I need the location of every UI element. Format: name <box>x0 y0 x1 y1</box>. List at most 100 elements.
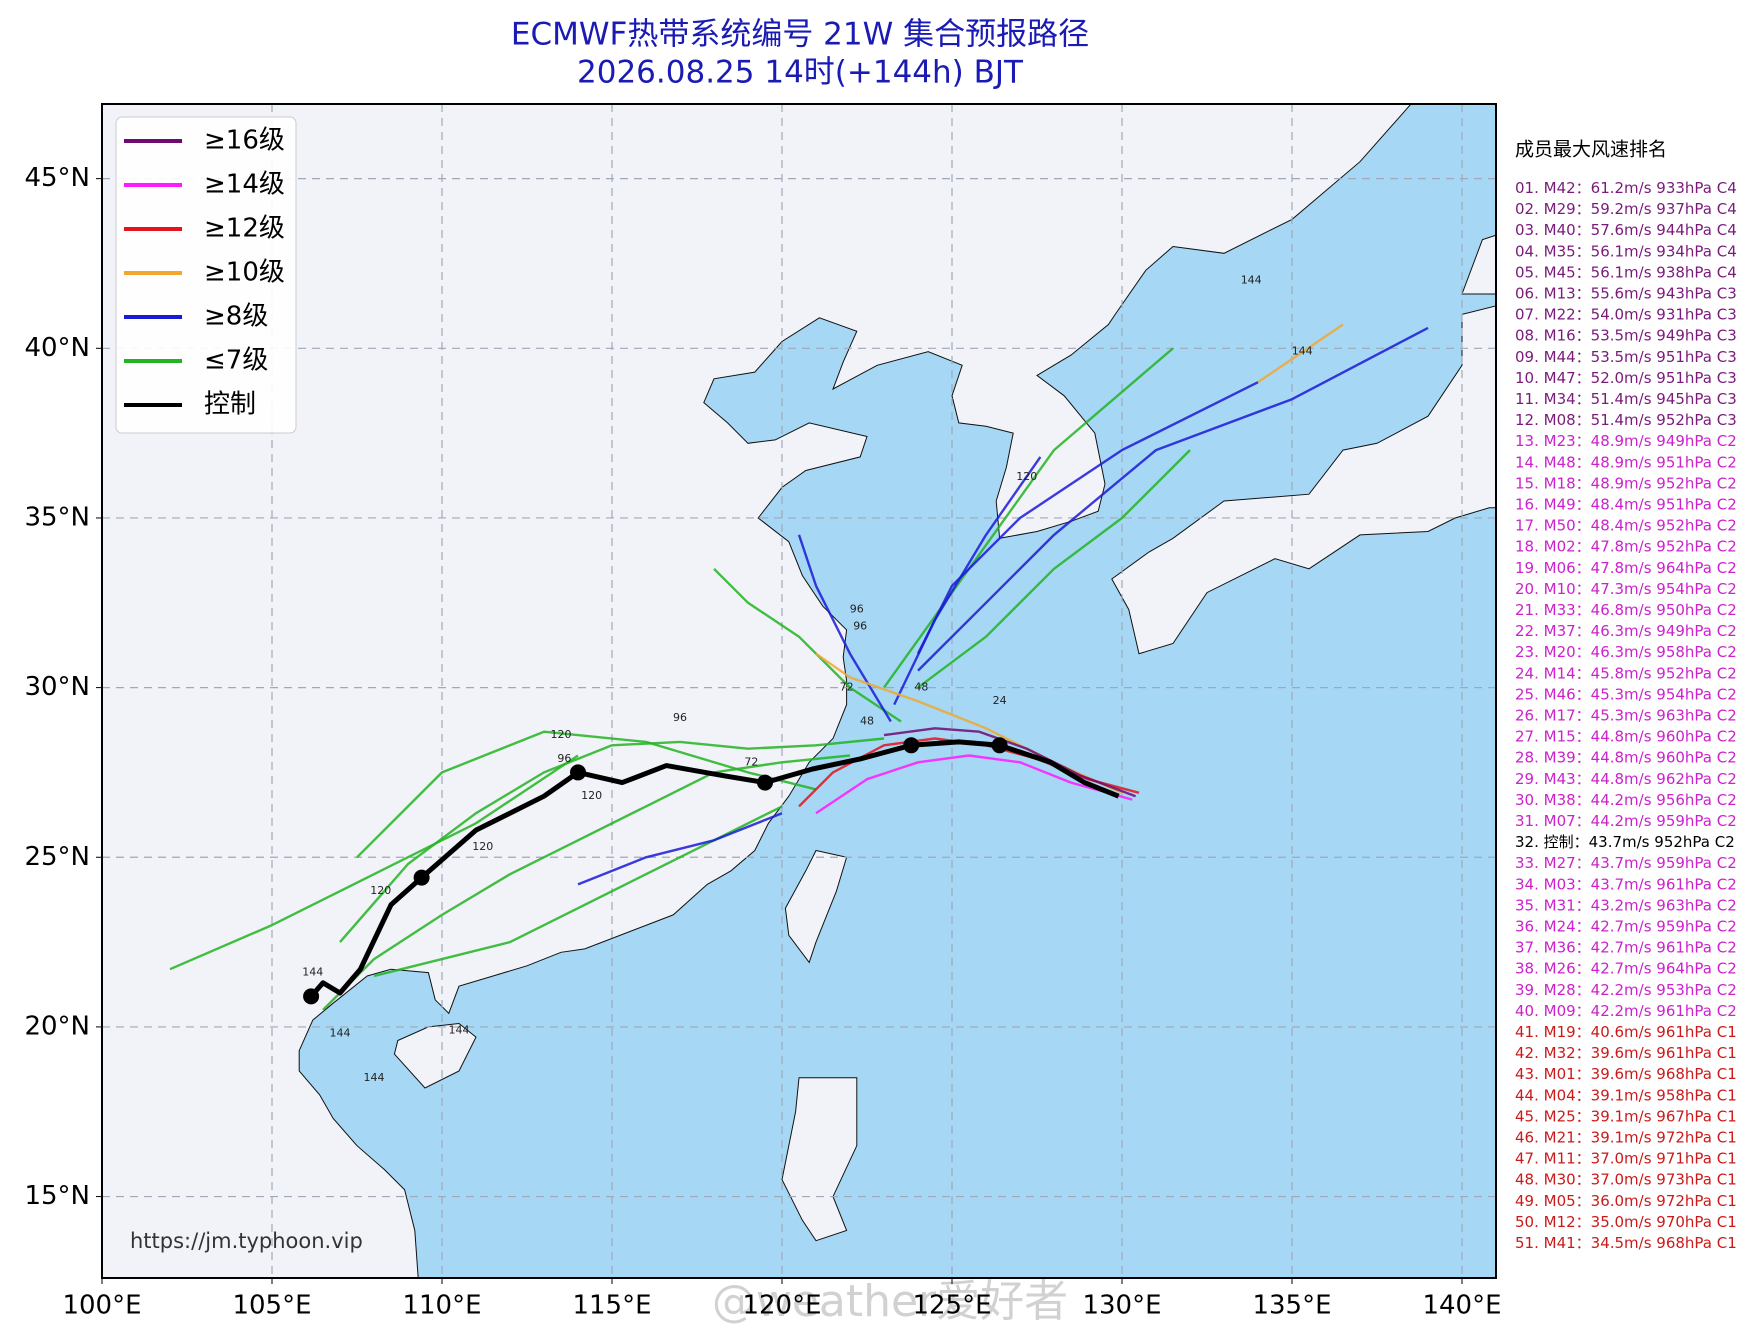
ranking-item: 13. M23：48.9m/s 949hPa C2 <box>1515 432 1737 450</box>
hour-label: 96 <box>673 711 687 724</box>
land <box>393 1022 477 1089</box>
ranking-item: 39. M28：42.2m/s 953hPa C2 <box>1515 981 1737 999</box>
ranking-item: 35. M31：43.2m/s 963hPa C2 <box>1515 896 1737 914</box>
ranking-item: 48. M30：37.0m/s 973hPa C1 <box>1515 1171 1737 1189</box>
ranking-item: 03. M40：57.6m/s 944hPa C4 <box>1515 221 1737 239</box>
ranking-item: 50. M12：35.0m/s 970hPa C1 <box>1515 1213 1737 1231</box>
y-tick-label: 20°N <box>24 1011 90 1041</box>
ranking-item: 42. M32：39.6m/s 961hPa C1 <box>1515 1044 1737 1062</box>
hour-label: 72 <box>840 681 854 694</box>
control-marker <box>303 988 320 1005</box>
hour-label: 48 <box>914 681 928 694</box>
watermark: @weather爱好者 <box>712 1276 1068 1327</box>
ranking-item: 25. M46：45.3m/s 954hPa C2 <box>1515 685 1737 703</box>
y-tick-label: 25°N <box>24 842 90 872</box>
hour-label: 144 <box>1292 345 1313 358</box>
hour-label: 144 <box>364 1071 385 1084</box>
x-tick-label: 135°E <box>1252 1291 1331 1321</box>
ranking-item: 10. M47：52.0m/s 951hPa C3 <box>1515 369 1737 387</box>
ranking-item: 45. M25：39.1m/s 967hPa C1 <box>1515 1107 1737 1125</box>
ranking-item: 24. M14：45.8m/s 952hPa C2 <box>1515 664 1737 682</box>
member-track <box>815 754 1133 815</box>
member-track <box>917 449 1191 689</box>
legend-label: 控制 <box>204 390 256 420</box>
member-track <box>797 534 892 723</box>
ranking-item: 18. M02：47.8m/s 952hPa C2 <box>1515 538 1737 556</box>
ranking-item: 06. M13：55.6m/s 943hPa C3 <box>1515 285 1737 303</box>
ranking-item: 26. M17：45.3m/s 963hPa C2 <box>1515 707 1737 725</box>
y-tick-label: 15°N <box>24 1181 90 1211</box>
member-track <box>713 567 902 723</box>
ranking-item: 08. M16：53.5m/s 949hPa C3 <box>1515 327 1737 345</box>
ranking-item: 11. M34：51.4m/s 945hPa C3 <box>1515 390 1737 408</box>
y-tick-label: 45°N <box>24 163 90 193</box>
ranking-item: 16. M49：48.4m/s 951hPa C2 <box>1515 496 1737 514</box>
hour-label: 72 <box>744 755 758 768</box>
ranking-item: 12. M08：51.4m/s 952hPa C3 <box>1515 411 1737 429</box>
ranking-item: 31. M07：44.2m/s 959hPa C2 <box>1515 812 1737 830</box>
member-track <box>356 730 817 859</box>
control-marker <box>903 737 920 754</box>
ranking-item: 29. M43：44.8m/s 962hPa C2 <box>1515 770 1737 788</box>
hour-label: 96 <box>557 752 571 765</box>
legend-label: ≥12级 <box>204 214 285 244</box>
x-tick-label: 100°E <box>62 1291 141 1321</box>
ranking-item: 09. M44：53.5m/s 951hPa C3 <box>1515 348 1737 366</box>
ranking-item: 36. M24：42.7m/s 959hPa C2 <box>1515 918 1737 936</box>
x-tick-label: 125°E <box>912 1291 991 1321</box>
x-tick-label: 115°E <box>572 1291 651 1321</box>
ranking-item: 32. 控制：43.7m/s 952hPa C2 <box>1515 833 1735 851</box>
member-track <box>893 456 1042 706</box>
ranking-item: 23. M20：46.3m/s 958hPa C2 <box>1515 643 1737 661</box>
land <box>1111 305 1496 655</box>
legend-label: ≤7级 <box>204 346 268 376</box>
ranking-item: 47. M11：37.0m/s 971hPa C1 <box>1515 1150 1737 1168</box>
control-marker <box>757 774 773 791</box>
ranking-item: 22. M37：46.3m/s 949hPa C2 <box>1515 622 1737 640</box>
ranking-item: 40. M09：42.2m/s 961hPa C2 <box>1515 1002 1737 1020</box>
land <box>781 1077 858 1242</box>
ranking-item: 41. M19：40.6m/s 961hPa C1 <box>1515 1023 1737 1041</box>
y-tick-label: 30°N <box>24 672 90 702</box>
ranking-item: 19. M06：47.8m/s 964hPa C2 <box>1515 559 1737 577</box>
legend-label: ≥16级 <box>204 126 285 156</box>
member-track <box>917 326 1429 672</box>
member-track <box>1257 323 1344 384</box>
ranking-item: 21. M33：46.8m/s 950hPa C2 <box>1515 601 1737 619</box>
y-tick-label: 40°N <box>24 333 90 363</box>
legend-label: ≥14级 <box>204 170 285 200</box>
ranking-item: 33. M27：43.7m/s 959hPa C2 <box>1515 854 1737 872</box>
control-marker <box>413 869 430 886</box>
control-marker <box>991 737 1008 754</box>
source-url: https://jm.typhoon.vip <box>130 1229 363 1253</box>
hour-label: 48 <box>860 715 874 728</box>
control-marker <box>570 764 586 781</box>
ranking-item: 44. M04：39.1m/s 958hPa C1 <box>1515 1086 1737 1104</box>
ranking-item: 04. M35：56.1m/s 934hPa C4 <box>1515 242 1737 260</box>
ranking-title: 成员最大风速排名 <box>1515 139 1667 161</box>
member-track <box>169 754 579 971</box>
ranking-item: 30. M38：44.2m/s 956hPa C2 <box>1515 791 1737 809</box>
ranking-item: 49. M05：36.0m/s 972hPa C1 <box>1515 1192 1737 1210</box>
x-tick-label: 120°E <box>742 1291 821 1321</box>
hour-label: 120 <box>370 884 391 897</box>
ranking-item: 34. M03：43.7m/s 961hPa C2 <box>1515 875 1737 893</box>
ranking-item: 38. M26：42.7m/s 964hPa C2 <box>1515 960 1737 978</box>
land <box>1461 234 1496 295</box>
x-tick-label: 105°E <box>232 1291 311 1321</box>
hour-label: 120 <box>472 840 493 853</box>
hour-label: 144 <box>330 1027 351 1040</box>
hour-label: 96 <box>850 603 864 616</box>
x-tick-label: 130°E <box>1082 1291 1161 1321</box>
map-title: ECMWF热带系统编号 21W 集合预报路径 <box>511 17 1089 53</box>
ranking-item: 28. M39：44.8m/s 960hPa C2 <box>1515 749 1737 767</box>
map-subtitle: 2026.08.25 14时(+144h) BJT <box>577 55 1024 91</box>
ranking-item: 02. M29：59.2m/s 937hPa C4 <box>1515 200 1737 218</box>
hour-label: 120 <box>551 728 572 741</box>
hour-label: 144 <box>449 1023 470 1036</box>
ranking-item: 14. M48：48.9m/s 951hPa C2 <box>1515 453 1737 471</box>
ranking-item: 05. M45：56.1m/s 938hPa C4 <box>1515 263 1737 281</box>
